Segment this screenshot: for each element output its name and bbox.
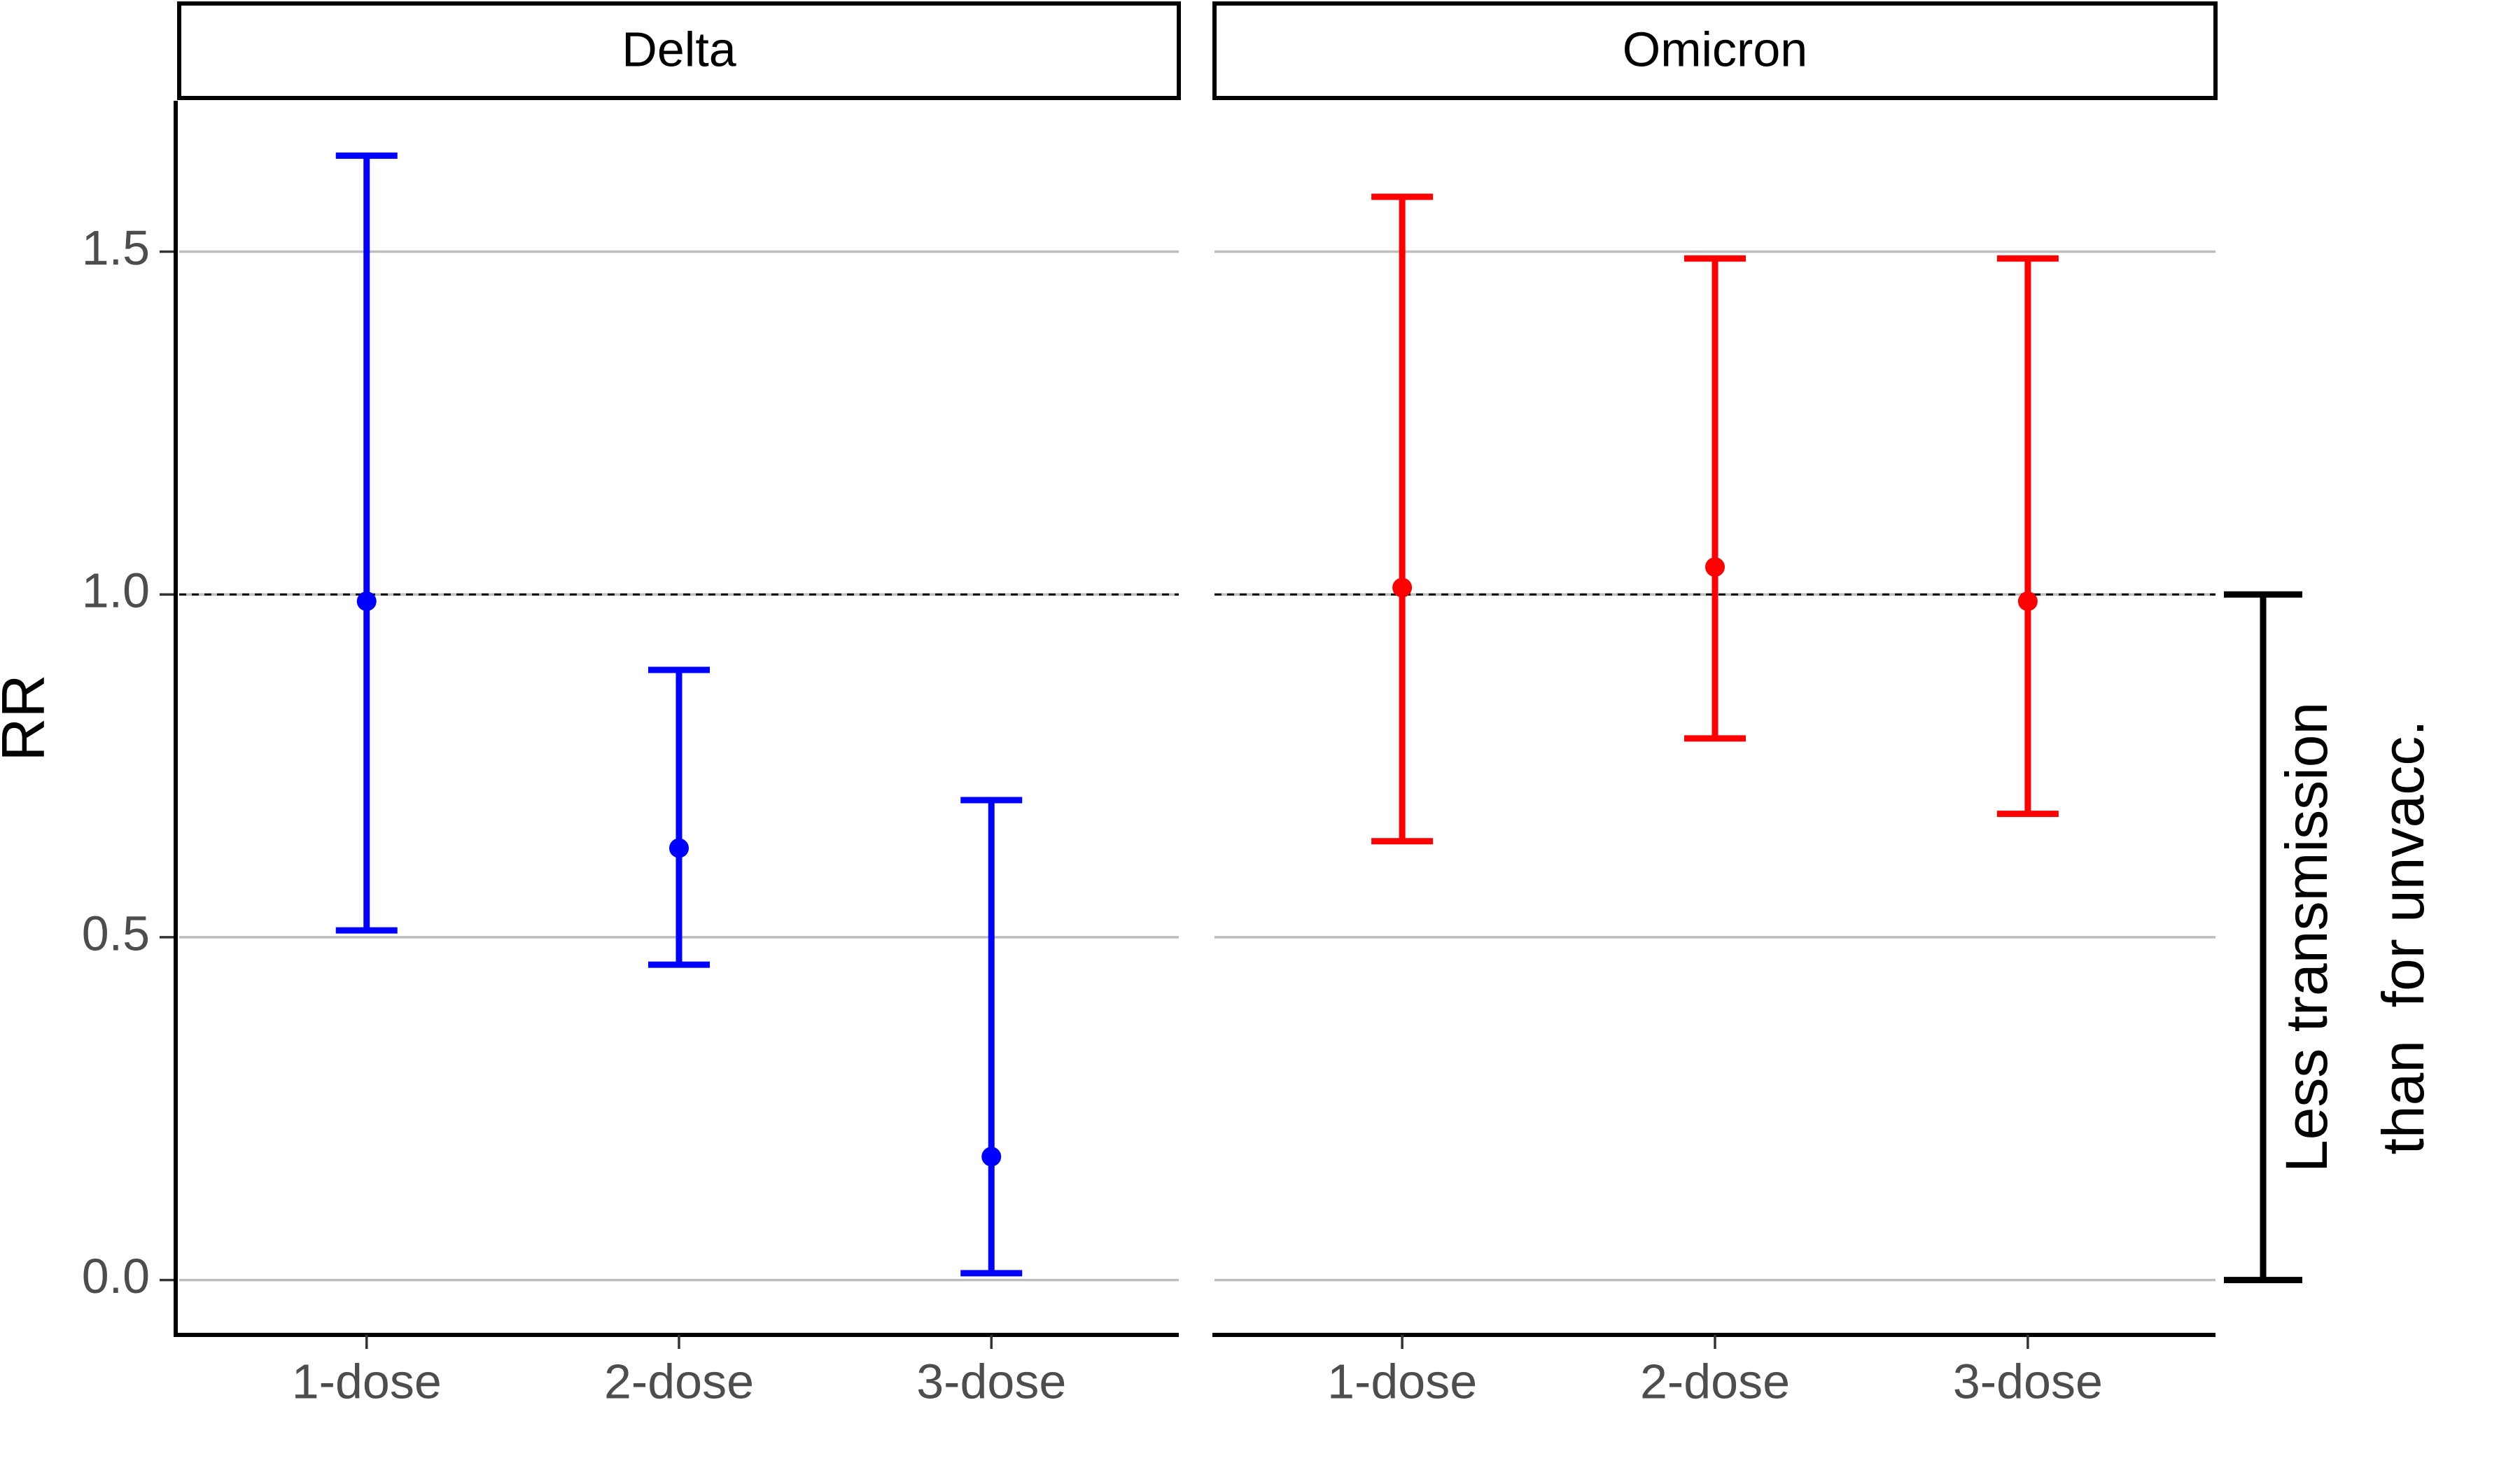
- facet-title: Omicron: [1623, 22, 1807, 76]
- facet-strip: [177, 1, 1181, 100]
- y-axis-title: RR: [0, 674, 57, 761]
- x-tick-label: 2-dose: [604, 1354, 754, 1408]
- y-tick-label: 0.5: [82, 906, 150, 960]
- point: [356, 591, 377, 611]
- point: [669, 838, 689, 858]
- annotation-text: Less transmission: [2274, 702, 2339, 1172]
- facet-strip: [1212, 1, 2218, 100]
- annotation-text: than for unvacc.: [2370, 720, 2436, 1154]
- y-tick-label: 1.0: [82, 564, 150, 618]
- x-tick-label: 1-dose: [1327, 1354, 1477, 1408]
- x-tick-label: 3-dose: [1953, 1354, 2103, 1408]
- x-tick-label: 2-dose: [1640, 1354, 1790, 1408]
- x-tick-label: 1-dose: [292, 1354, 442, 1408]
- point: [2017, 591, 2038, 611]
- point: [1705, 557, 1725, 578]
- point: [981, 1147, 1002, 1167]
- point: [1392, 578, 1413, 598]
- y-tick-label: 1.5: [82, 220, 150, 275]
- facet-title: Delta: [622, 22, 736, 76]
- x-tick-label: 3-dose: [916, 1354, 1066, 1408]
- y-tick-label: 0.0: [82, 1249, 150, 1303]
